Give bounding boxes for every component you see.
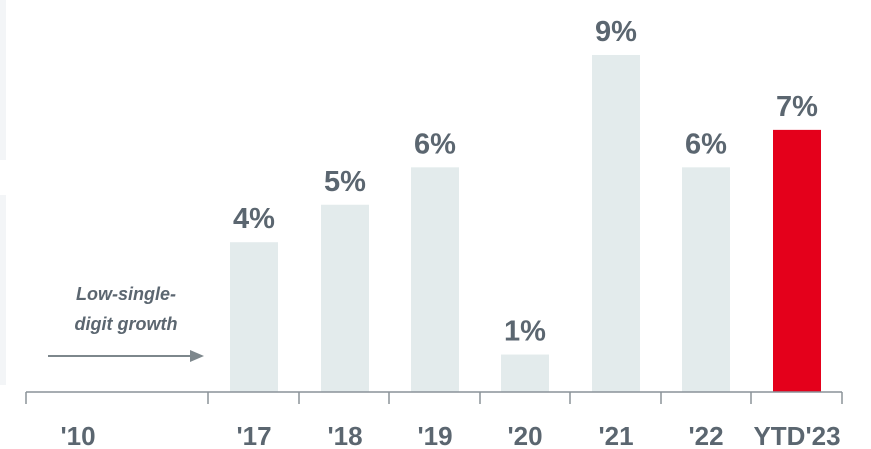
data-label-ytd23: 7% <box>776 91 818 123</box>
bar-ytd23 <box>773 129 821 392</box>
bar-22 <box>682 167 730 392</box>
data-label-19: 6% <box>414 128 456 160</box>
data-label-18: 5% <box>324 166 366 198</box>
bar-17 <box>230 242 278 392</box>
bar-20 <box>501 354 549 392</box>
left-edge-panel-bottom <box>0 195 6 385</box>
left-edge-panel-top <box>0 0 6 160</box>
data-label-20: 1% <box>504 316 546 348</box>
annotation-arrow-icon <box>48 350 204 362</box>
x-axis-ticks <box>25 392 843 404</box>
tick-label-22: '22 <box>688 421 723 449</box>
tick-label-20: '20 <box>507 421 542 449</box>
tick-label-21: '21 <box>598 421 633 449</box>
bars-layer <box>230 54 821 392</box>
tick-label-ytd23: YTD'23 <box>753 421 840 449</box>
tick-label-17: '17 <box>236 421 271 449</box>
tick-label-19: '19 <box>417 421 452 449</box>
tick-label-10: '10 <box>60 421 95 449</box>
bar-21 <box>592 54 640 392</box>
x-axis-tick-labels: '10 '17 '18 '19 '20 '21 '22 YTD'23 <box>60 421 840 449</box>
annotation-line-1: Low-single- <box>76 284 176 304</box>
data-label-22: 6% <box>685 128 727 160</box>
data-label-21: 9% <box>595 16 637 48</box>
data-labels-layer: 4% 5% 6% 1% 9% 6% 7% <box>233 16 818 348</box>
tick-label-18: '18 <box>327 421 362 449</box>
bar-19 <box>411 167 459 392</box>
data-label-17: 4% <box>233 203 275 235</box>
bar-18 <box>321 204 369 392</box>
annotation-line-2: digit growth <box>75 314 178 334</box>
